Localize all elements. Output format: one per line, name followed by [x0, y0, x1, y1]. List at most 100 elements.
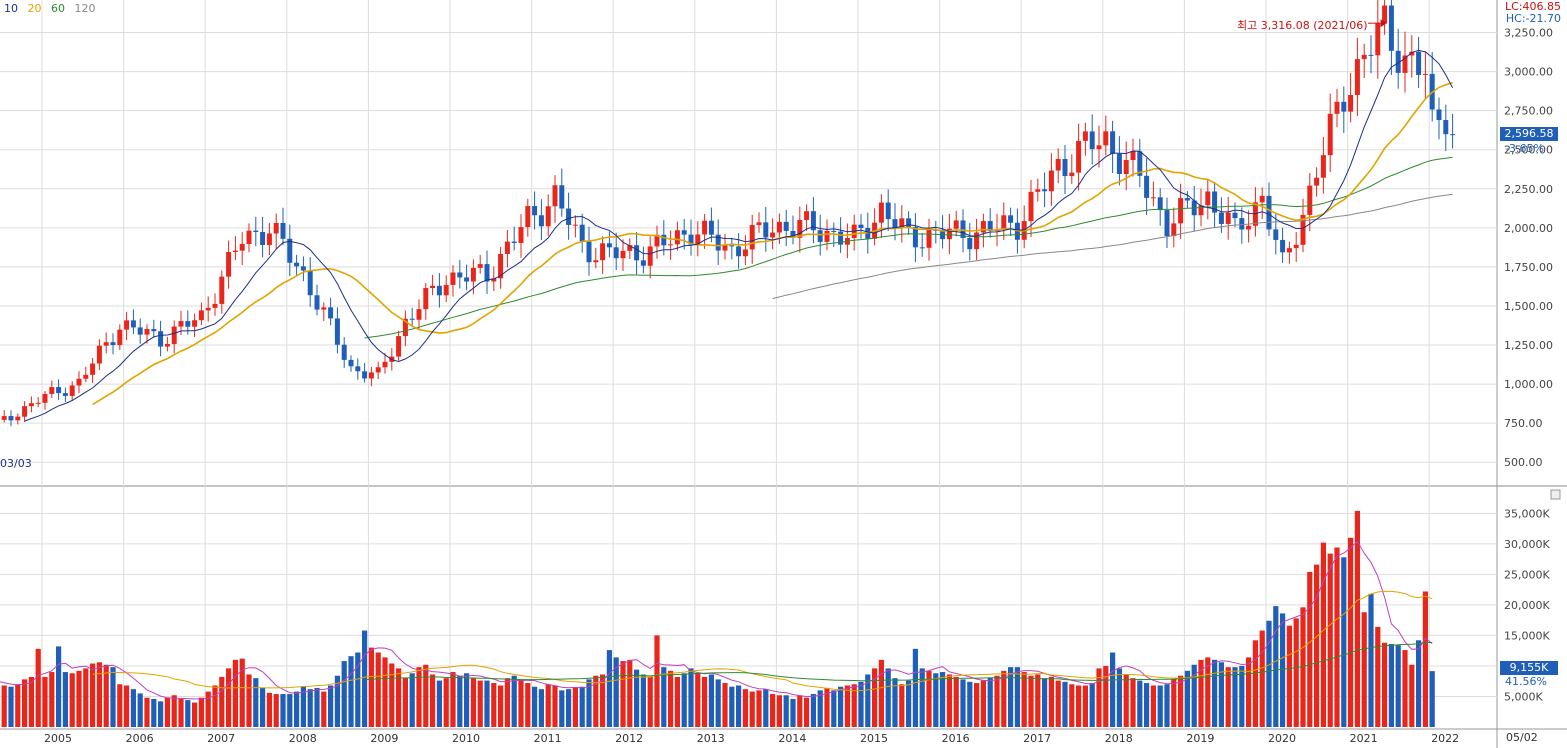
- candle-body: [878, 202, 884, 223]
- candle-body: [69, 385, 75, 396]
- volume-bar: [620, 661, 626, 727]
- volume-bar: [35, 648, 41, 727]
- volume-bar: [423, 664, 429, 727]
- hc-readout: HC:-21.70: [1505, 12, 1561, 25]
- volume-bar: [756, 690, 762, 727]
- volume-bar: [1429, 671, 1435, 727]
- legend-ma10[interactable]: 10: [4, 2, 18, 15]
- volume-bar: [722, 683, 728, 727]
- volume-bar: [946, 674, 952, 727]
- volume-bar: [1307, 571, 1313, 727]
- candle-body: [1225, 212, 1231, 224]
- candle-body: [1293, 244, 1299, 249]
- volume-bar: [49, 672, 55, 727]
- candle-body: [1402, 55, 1408, 73]
- volume-bar: [566, 689, 572, 727]
- candle-body: [144, 329, 150, 335]
- candle-body: [919, 247, 925, 249]
- volume-bar: [464, 673, 470, 727]
- volume-bar: [1246, 657, 1252, 727]
- year-label: 2015: [860, 732, 888, 745]
- legend-ma20[interactable]: 20: [27, 2, 42, 15]
- candle-body: [967, 237, 973, 250]
- candle-body: [300, 266, 306, 271]
- volume-bar: [117, 684, 123, 727]
- volume-bar: [22, 679, 28, 727]
- volume-bar: [838, 686, 844, 727]
- volume-bar: [1286, 625, 1292, 727]
- candle-body: [362, 371, 368, 379]
- volume-bar: [1273, 606, 1279, 727]
- candle-body: [525, 206, 531, 228]
- volume-bar: [1042, 678, 1048, 727]
- volume-bar: [1137, 680, 1143, 727]
- volume-bar: [1082, 685, 1088, 727]
- volume-ma20-line: [92, 590, 1433, 692]
- volume-bar: [1348, 537, 1354, 727]
- candle-body: [1205, 191, 1211, 206]
- candle-body: [1150, 197, 1156, 199]
- volume-tick-label: 25,000K: [1504, 568, 1550, 581]
- candle-body: [776, 221, 782, 233]
- candle-body: [620, 250, 626, 259]
- volume-bar: [232, 659, 238, 727]
- candle-body: [321, 307, 327, 310]
- volume-bar: [219, 676, 225, 727]
- candle-body: [783, 221, 789, 231]
- candle-body: [1382, 5, 1388, 24]
- volume-bar: [960, 679, 966, 727]
- volume-bar: [1021, 672, 1027, 727]
- volume-bar: [1225, 667, 1231, 727]
- volume-bar: [491, 683, 497, 727]
- volume-bar: [1395, 645, 1401, 727]
- candle-body: [1048, 170, 1054, 192]
- high-annotation: 최고 3,316.08 (2021/06): [1237, 19, 1368, 32]
- candle-body: [960, 220, 966, 238]
- candle-body: [464, 277, 470, 282]
- volume-bar: [171, 695, 177, 727]
- volume-bar: [647, 676, 653, 727]
- volume-bar: [62, 672, 68, 727]
- candle-body: [28, 403, 34, 407]
- legend-ma60[interactable]: 60: [51, 2, 65, 15]
- candle-body: [1409, 51, 1415, 56]
- ma10-line: [24, 49, 1454, 422]
- volume-bar: [328, 685, 334, 727]
- candle-body: [110, 342, 116, 346]
- volume-bar: [817, 690, 823, 727]
- candle-body: [314, 295, 320, 310]
- candle-body: [912, 226, 918, 248]
- volume-bar: [1388, 643, 1394, 727]
- candle-body: [192, 320, 198, 327]
- candle-body: [545, 206, 551, 227]
- volume-bar: [477, 680, 483, 727]
- candle-body: [647, 246, 653, 266]
- volume-bar: [205, 691, 211, 727]
- volume-bar: [702, 676, 708, 727]
- candle-body: [763, 222, 769, 238]
- legend-ma120[interactable]: 120: [74, 2, 96, 15]
- candle-body: [1042, 189, 1048, 192]
- candle-body: [892, 219, 898, 228]
- candle-body: [1436, 109, 1442, 121]
- candle-body: [1171, 223, 1177, 237]
- candle-body: [423, 288, 429, 310]
- volume-bar: [695, 673, 701, 727]
- year-label: 2009: [370, 732, 398, 745]
- volume-bar: [844, 685, 850, 727]
- candle-body: [1184, 198, 1190, 201]
- volume-bar: [484, 680, 490, 727]
- volume-bar: [933, 673, 939, 727]
- candle-body: [613, 247, 619, 259]
- volume-bar: [375, 652, 381, 727]
- volume-bar: [260, 687, 266, 727]
- candle-body: [1246, 225, 1252, 230]
- volume-bar: [742, 689, 748, 727]
- volume-bar: [1164, 684, 1170, 727]
- candle-body: [1008, 215, 1014, 223]
- candle-body: [1116, 153, 1122, 174]
- volume-bar: [804, 697, 810, 727]
- volume-bar: [450, 672, 456, 727]
- candle-body: [681, 230, 687, 235]
- volume-bar: [504, 678, 510, 727]
